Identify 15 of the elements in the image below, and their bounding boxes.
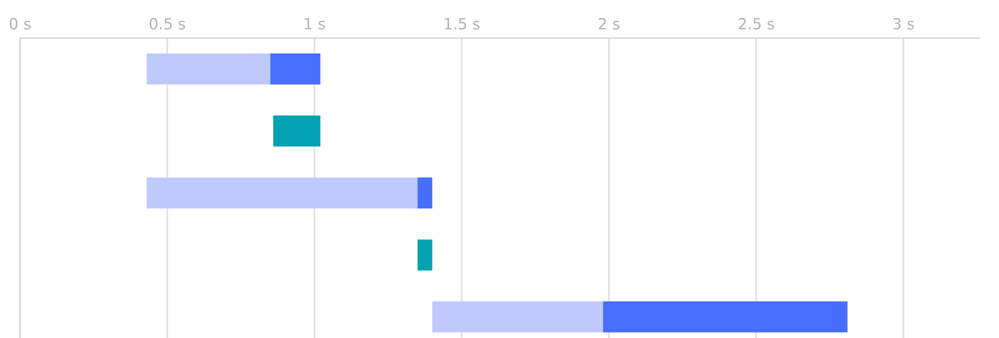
bar	[603, 301, 848, 332]
bar	[418, 239, 432, 270]
x-tick-label: 3 s	[893, 18, 914, 30]
bar	[273, 115, 320, 146]
bar	[270, 53, 320, 84]
bar	[146, 177, 418, 208]
x-tick-label: 2.5 s	[738, 18, 774, 30]
bar	[146, 53, 270, 84]
x-tick-label: 1.5 s	[444, 18, 480, 30]
x-tick-label: 0 s	[10, 18, 31, 30]
bar	[418, 177, 432, 208]
x-tick-label: 1 s	[304, 18, 325, 30]
bar	[432, 301, 604, 332]
x-tick-label: 0.5 s	[150, 18, 186, 30]
x-tick-label: 2 s	[598, 18, 620, 30]
